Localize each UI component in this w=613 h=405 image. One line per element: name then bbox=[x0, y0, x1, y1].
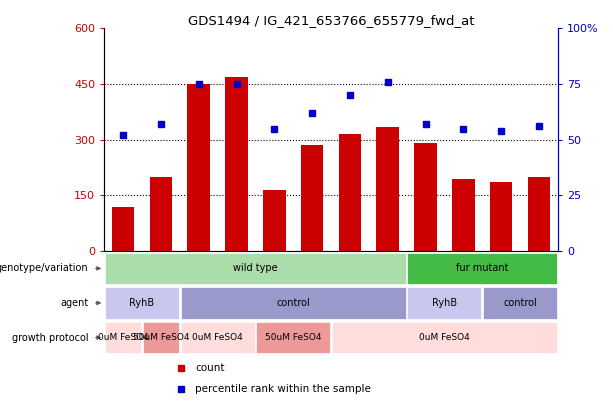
Bar bbox=[414, 143, 437, 251]
Bar bbox=[528, 177, 550, 251]
Text: wild type: wild type bbox=[233, 263, 278, 273]
Bar bbox=[150, 177, 172, 251]
Text: RyhB: RyhB bbox=[129, 298, 154, 308]
Bar bbox=[376, 127, 399, 251]
Bar bbox=[181, 288, 406, 319]
Bar bbox=[408, 288, 481, 319]
Text: genotype/variation: genotype/variation bbox=[0, 263, 88, 273]
Bar bbox=[105, 322, 141, 353]
Text: 0uM FeSO4: 0uM FeSO4 bbox=[192, 333, 243, 342]
Text: 0uM FeSO4: 0uM FeSO4 bbox=[419, 333, 470, 342]
Text: 50uM FeSO4: 50uM FeSO4 bbox=[265, 333, 321, 342]
Bar bbox=[105, 253, 406, 284]
Text: 0uM FeSO4: 0uM FeSO4 bbox=[97, 333, 148, 342]
Bar bbox=[301, 145, 324, 251]
Text: growth protocol: growth protocol bbox=[12, 333, 88, 343]
Title: GDS1494 / IG_421_653766_655779_fwd_at: GDS1494 / IG_421_653766_655779_fwd_at bbox=[188, 14, 474, 27]
Bar bbox=[225, 77, 248, 251]
Bar bbox=[112, 207, 134, 251]
Text: control: control bbox=[503, 298, 537, 308]
Bar bbox=[483, 288, 557, 319]
Text: fur mutant: fur mutant bbox=[456, 263, 508, 273]
Bar bbox=[408, 253, 557, 284]
Bar bbox=[263, 190, 286, 251]
Bar bbox=[490, 182, 512, 251]
Text: percentile rank within the sample: percentile rank within the sample bbox=[195, 384, 371, 394]
Text: 50uM FeSO4: 50uM FeSO4 bbox=[132, 333, 189, 342]
Bar bbox=[105, 288, 179, 319]
Text: count: count bbox=[195, 363, 224, 373]
Bar bbox=[181, 322, 254, 353]
Text: agent: agent bbox=[60, 298, 88, 308]
Text: control: control bbox=[276, 298, 310, 308]
Bar bbox=[452, 179, 474, 251]
Bar bbox=[143, 322, 179, 353]
Bar bbox=[332, 322, 557, 353]
Text: RyhB: RyhB bbox=[432, 298, 457, 308]
Bar bbox=[256, 322, 330, 353]
Bar bbox=[338, 134, 361, 251]
Bar bbox=[188, 84, 210, 251]
